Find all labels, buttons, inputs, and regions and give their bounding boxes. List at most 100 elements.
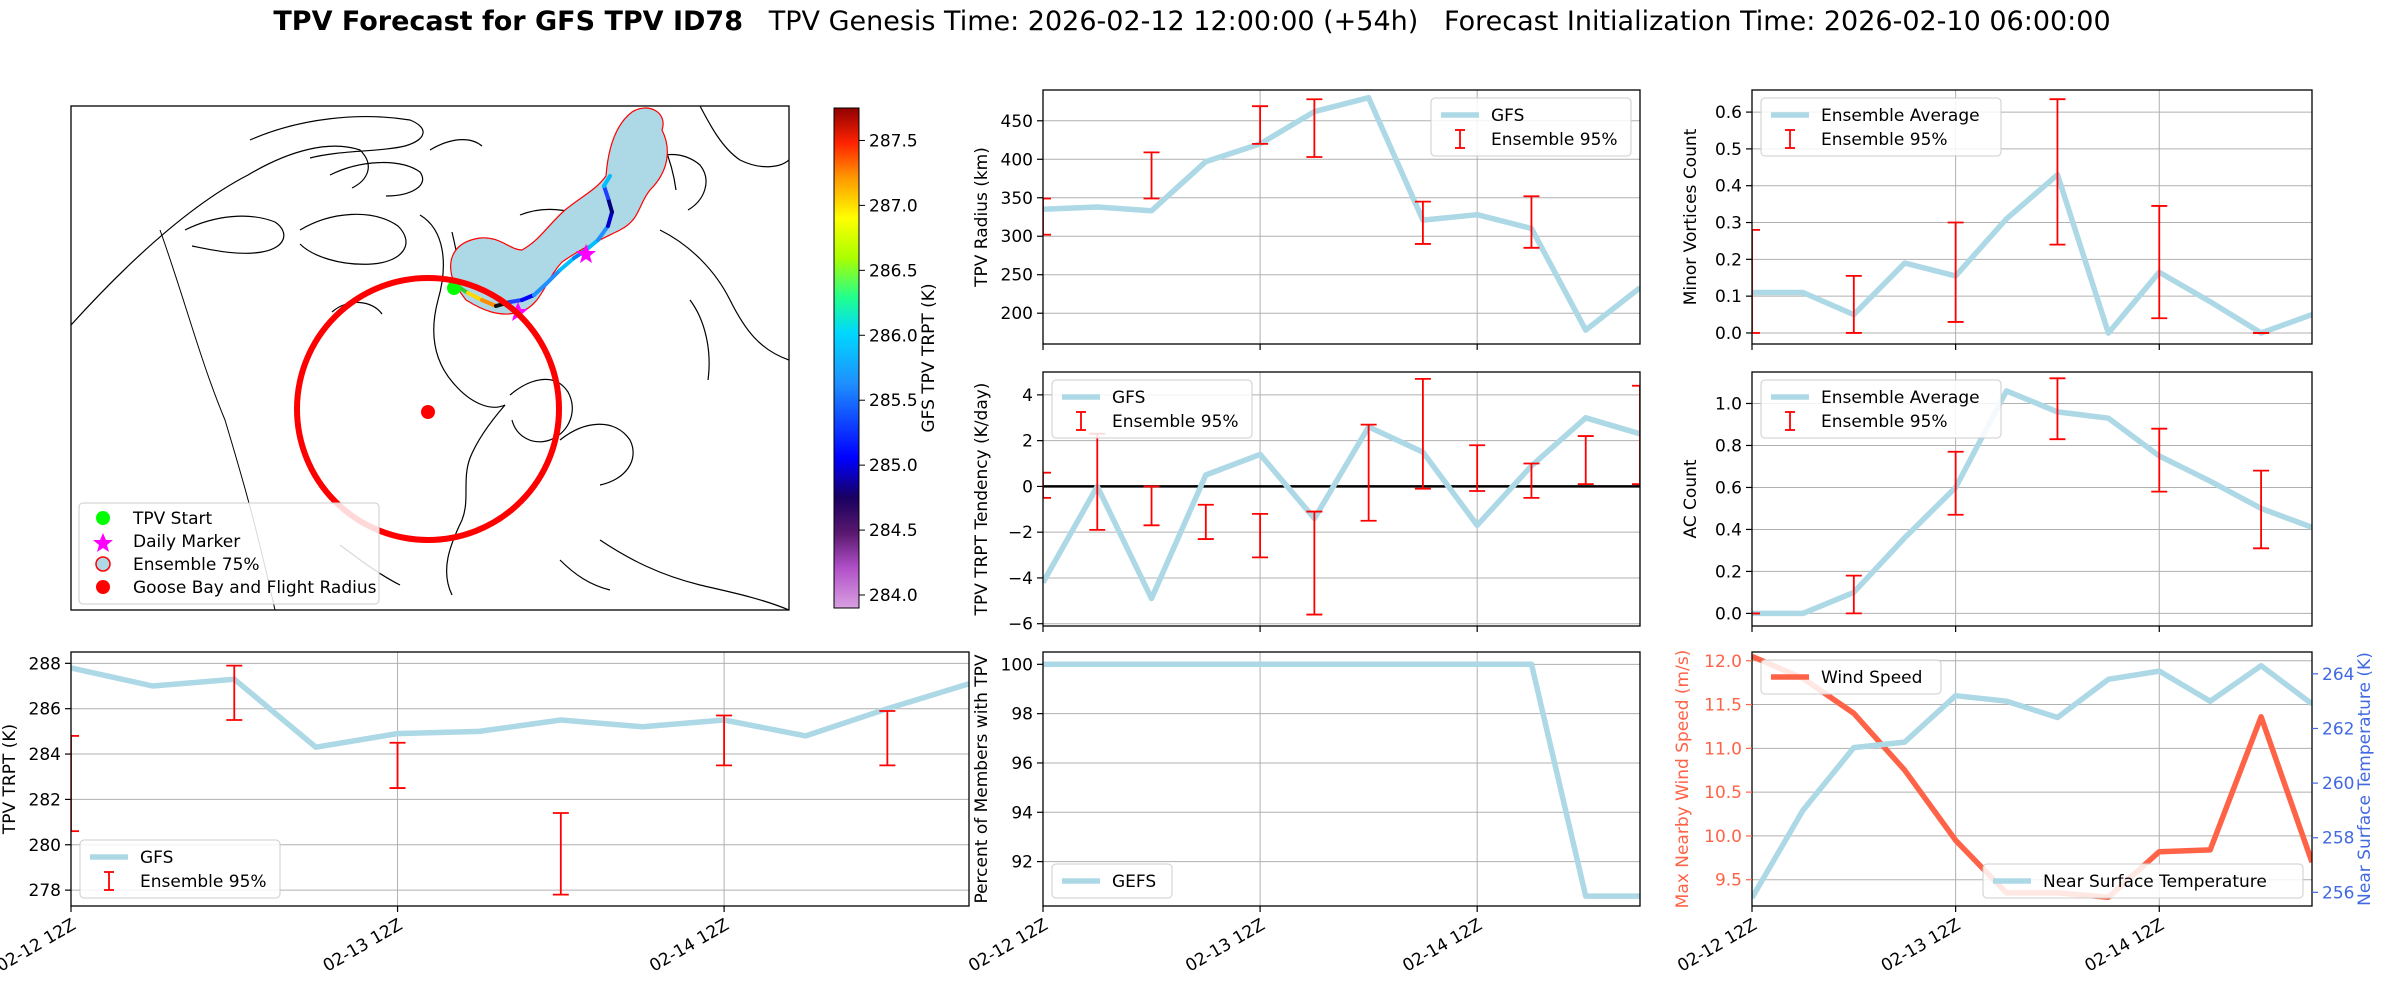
- colorbar-tick-label: 284.0: [869, 586, 918, 606]
- ensemble-75-region: [450, 107, 668, 315]
- ytick-label: 0.3: [1715, 214, 1742, 234]
- series-line-ensemble-average: [1752, 171, 2312, 336]
- axes-frame: [1042, 89, 1641, 345]
- legend: GFS Ensemble 95%: [1430, 97, 1632, 157]
- tpv-track-segment: [606, 210, 614, 228]
- legend-label: Ensemble Average: [1821, 388, 1980, 408]
- legend-box: [1760, 379, 2002, 439]
- xtick-label: 02-14 12Z: [646, 915, 732, 976]
- legend-box: [1982, 863, 2304, 899]
- ytick-label: 0.6: [1715, 478, 1742, 498]
- xtick-label: 02-13 12Z: [1182, 915, 1268, 976]
- ytick-label: 96: [1011, 754, 1033, 774]
- coastline: [659, 229, 789, 361]
- ytick-label: 0.0: [1715, 324, 1742, 344]
- chart-tendency: −6 −4 −2 0 2 4 TPV TRPT Tendency (K/day) GFS Ens…: [972, 371, 1641, 635]
- flight-radius-circle: [294, 275, 562, 543]
- y-axis-label: TPV TRPT Tendency (K/day): [972, 383, 992, 617]
- series-line-gfs: [71, 665, 969, 750]
- coastline: [699, 106, 789, 168]
- xtick-label: 02-14 12Z: [2081, 915, 2167, 976]
- tpv-track-segment: [532, 282, 548, 297]
- plot-area: [71, 664, 969, 896]
- colorbar-tick-label: 285.5: [869, 391, 918, 411]
- tpv-track-map: TPV Start Daily Marker Ensemble 75% Goose B…: [70, 105, 939, 611]
- y-axis-label: Minor Vortices Count: [1681, 128, 1701, 305]
- legend-label: Ensemble 95%: [1112, 412, 1239, 432]
- axes-frame: [1751, 89, 2313, 345]
- ytick-label: 280: [29, 836, 61, 856]
- coastline: [509, 378, 573, 443]
- y-axis-label: TPV TRPT (K): [0, 724, 20, 835]
- ytick-label: 11.0: [1704, 739, 1742, 759]
- xtick-label: 02-13 12Z: [320, 915, 406, 976]
- ytick-label: 400: [1001, 150, 1033, 170]
- legend-label: Ensemble Average: [1821, 106, 1980, 126]
- tpv-track-segment: [544, 268, 562, 286]
- ytick-label: 2: [1022, 432, 1033, 452]
- ytick-label: 0.2: [1715, 562, 1742, 582]
- colorbar-label: GFS TPV TRPT (K): [919, 283, 939, 432]
- ytick-label: 200: [1001, 304, 1033, 324]
- axes-frame: [1042, 371, 1641, 627]
- legend-label: GFS: [140, 848, 173, 868]
- coastline: [599, 539, 789, 610]
- chart-radius: 200 250 300 350 400 450 TPV Radius (km) GFS Ense…: [972, 89, 1641, 350]
- ytick-right-label: 260: [2322, 774, 2354, 794]
- xtick-label: 02-12 12Z: [965, 915, 1051, 976]
- legend: Wind Speed: [1760, 659, 1942, 695]
- ytick-label: 0.4: [1715, 177, 1742, 197]
- ytick-label: 11.5: [1704, 696, 1742, 716]
- ytick-label: 10.5: [1704, 783, 1742, 803]
- legend-label: Ensemble 95%: [1821, 412, 1948, 432]
- colorbar-tick-label: 285.0: [869, 456, 918, 476]
- coastline: [446, 404, 506, 596]
- ytick-label: −4: [1008, 569, 1033, 589]
- ytick-label: 0.1: [1715, 287, 1742, 307]
- series-line-gefs: [1043, 661, 1640, 899]
- ytick-right-label: 258: [2322, 829, 2354, 849]
- map-legend-label: Goose Bay and Flight Radius: [133, 578, 377, 598]
- colorbar-gradient: [833, 107, 860, 609]
- ytick-label: 1.0: [1715, 394, 1742, 414]
- ytick-label: 288: [29, 654, 61, 674]
- ytick-label: −6: [1008, 615, 1033, 635]
- ytick-label: 100: [1001, 655, 1033, 675]
- y-axis-label: AC Count: [1681, 459, 1701, 538]
- map-legend-label: TPV Start: [132, 509, 213, 529]
- map-legend-label: Ensemble 75%: [133, 555, 260, 575]
- ytick-right-label: 256: [2322, 883, 2354, 903]
- series-line-ensemble-average: [1752, 388, 2312, 617]
- ytick-label: 300: [1001, 227, 1033, 247]
- tpv-track-segment: [584, 238, 600, 252]
- ytick-label: 92: [1011, 853, 1033, 873]
- figure-title: TPV Forecast for GFS TPV ID78 TPV Genesi…: [0, 6, 2384, 37]
- y-axis-label: TPV Radius (km): [972, 147, 992, 288]
- coastline: [249, 116, 424, 159]
- y-axis-label-right: Near Surface Temperature (K): [2355, 652, 2375, 906]
- daily-marker: [576, 244, 596, 263]
- coastline: [559, 559, 611, 591]
- axes-frame: [1751, 371, 2313, 627]
- legend: Ensemble Average Ensemble 95%: [1760, 379, 2002, 439]
- ytick-label: 0.2: [1715, 250, 1742, 270]
- plot-area: [1043, 661, 1640, 899]
- xtick-label: 02-12 12Z: [0, 915, 80, 976]
- tpv-track-segment: [480, 298, 498, 308]
- ytick-label: 278: [29, 881, 61, 901]
- y-axis-label: Percent of Members with TPV: [972, 654, 992, 903]
- ytick-right-label: 264: [2322, 665, 2354, 685]
- legend-box: [1430, 97, 1632, 157]
- colorbar-tick-label: 284.5: [869, 521, 918, 541]
- colorbar-tick-label: 286.0: [869, 326, 918, 346]
- ytick-label: 0.8: [1715, 436, 1742, 456]
- series-line-near-surface-temperature: [1752, 662, 2312, 900]
- ytick-label: 10.0: [1704, 827, 1742, 847]
- legend-box: [1760, 659, 1942, 695]
- coastline: [559, 423, 634, 486]
- chart-minor_vortices: 0.0 0.1 0.2 0.3 0.4 0.5 0.6 Minor Vortices Coun…: [1681, 89, 2313, 350]
- colorbar-tick-label: 287.5: [869, 131, 918, 151]
- plot-area: [1752, 377, 2312, 617]
- legend-label: GFS: [1112, 388, 1145, 408]
- ytick-label: 284: [29, 745, 61, 765]
